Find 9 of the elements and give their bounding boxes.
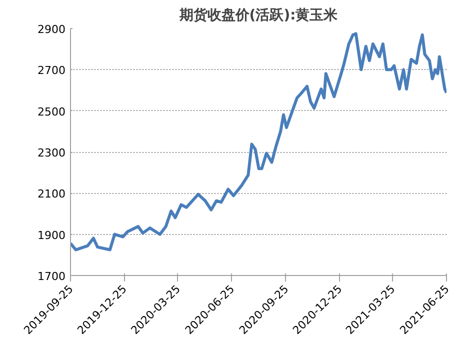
chart-title: 期货收盘价(活跃):黄玉米 xyxy=(178,8,339,24)
y-tick-label: 2100 xyxy=(38,188,66,201)
y-tick-label: 1700 xyxy=(38,270,66,283)
y-tick-label: 2700 xyxy=(38,64,66,78)
y-tick-label: 2500 xyxy=(38,105,66,118)
line-series xyxy=(70,32,446,252)
y-tick-label: 2300 xyxy=(38,146,66,160)
y-tick-label: 2900 xyxy=(38,23,66,36)
y-tick-label: 1900 xyxy=(38,228,66,242)
